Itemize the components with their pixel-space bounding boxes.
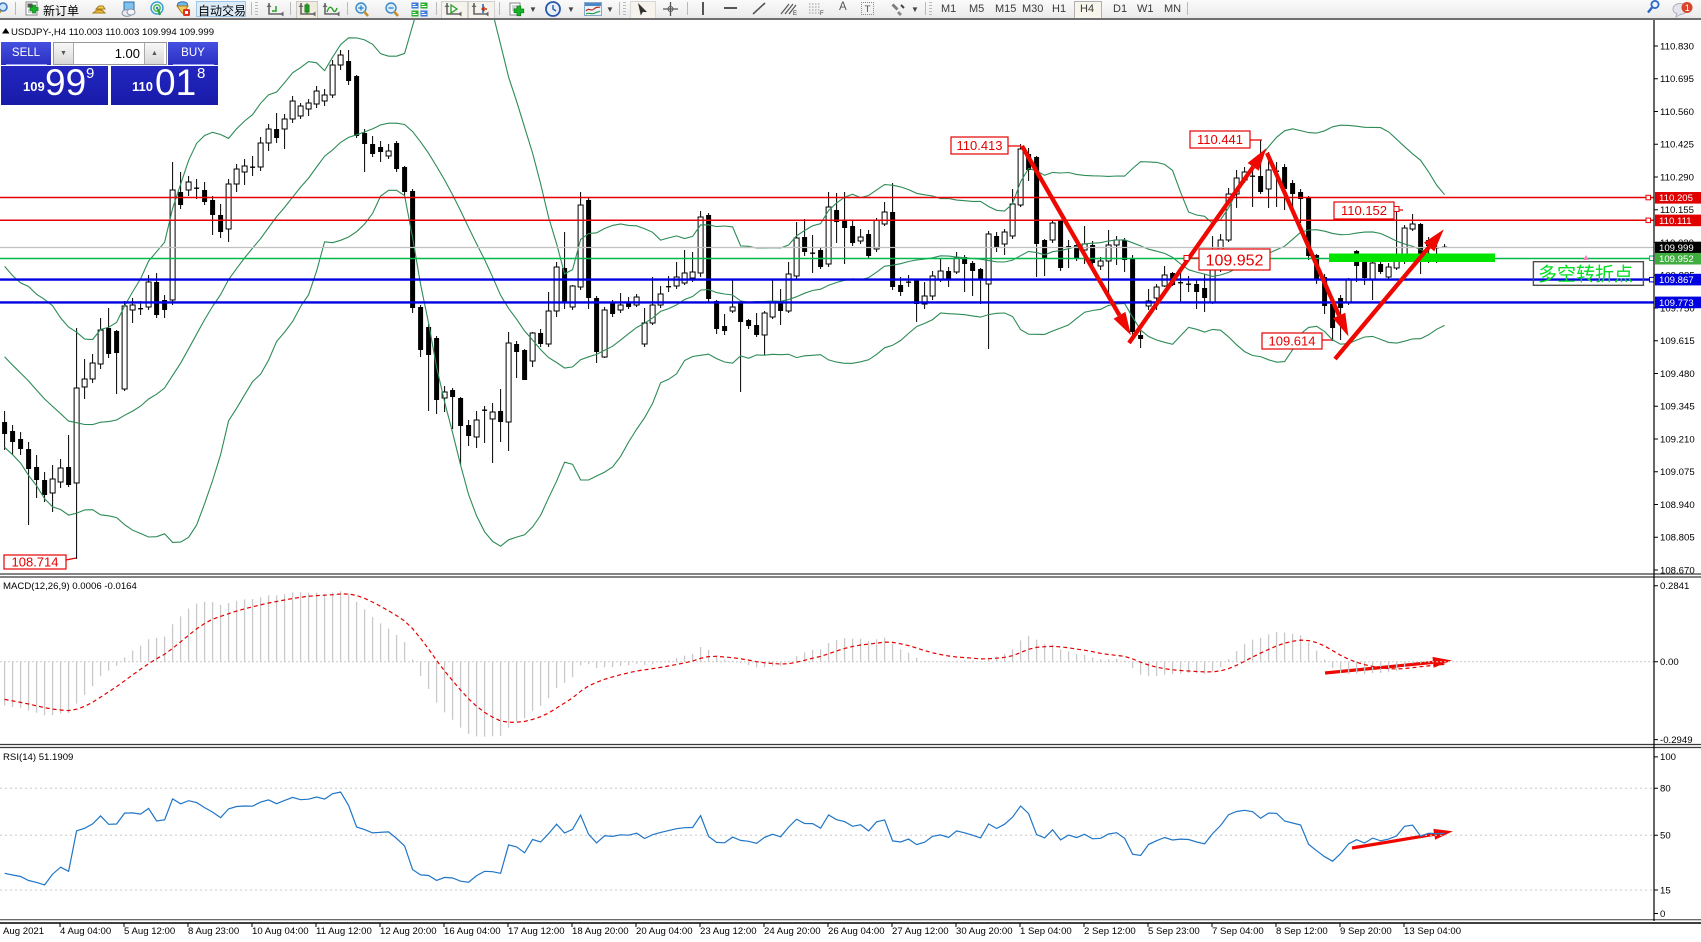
svg-text:109.075: 109.075 xyxy=(1660,467,1695,478)
svg-text:23 Aug 12:00: 23 Aug 12:00 xyxy=(700,926,757,937)
svg-text:109.999: 109.999 xyxy=(1659,243,1694,254)
svg-text:24 Aug 20:00: 24 Aug 20:00 xyxy=(764,926,821,937)
svg-text:18 Aug 20:00: 18 Aug 20:00 xyxy=(572,926,629,937)
svg-text:109.867: 109.867 xyxy=(1659,275,1694,286)
svg-text:E: E xyxy=(793,11,797,16)
svg-text:109.614: 109.614 xyxy=(1269,334,1316,349)
svg-text:108.670: 108.670 xyxy=(1660,565,1695,576)
svg-text:30 Aug 20:00: 30 Aug 20:00 xyxy=(956,926,1013,937)
svg-text:110.155: 110.155 xyxy=(1660,205,1694,216)
svg-text:109.750: 109.750 xyxy=(1660,303,1695,314)
svg-text:108.805: 108.805 xyxy=(1660,533,1695,544)
svg-text:F: F xyxy=(820,11,824,16)
svg-text:-0.2949: -0.2949 xyxy=(1660,735,1693,746)
svg-text:110.413: 110.413 xyxy=(956,138,1002,153)
svg-text:20 Aug 04:00: 20 Aug 04:00 xyxy=(636,926,693,937)
svg-text:109.480: 109.480 xyxy=(1660,369,1695,380)
svg-text:1: 1 xyxy=(1685,3,1690,13)
svg-text:0: 0 xyxy=(1660,909,1665,920)
svg-text:109.345: 109.345 xyxy=(1660,402,1695,413)
svg-text:8 Sep 12:00: 8 Sep 12:00 xyxy=(1276,926,1328,937)
svg-text:110.205: 110.205 xyxy=(1659,193,1693,204)
svg-text:10 Aug 04:00: 10 Aug 04:00 xyxy=(252,926,309,937)
svg-text:100: 100 xyxy=(1660,752,1676,763)
svg-text:16 Aug 04:00: 16 Aug 04:00 xyxy=(444,926,501,937)
svg-text:1 Sep 04:00: 1 Sep 04:00 xyxy=(1020,926,1072,937)
svg-text:8 Aug 23:00: 8 Aug 23:00 xyxy=(188,926,239,937)
svg-text:109.952: 109.952 xyxy=(1659,254,1694,265)
svg-text:110.152: 110.152 xyxy=(1341,203,1387,218)
svg-text:108.714: 108.714 xyxy=(12,555,59,570)
svg-text:RSI(14) 51.1909: RSI(14) 51.1909 xyxy=(3,752,73,763)
svg-text:110.830: 110.830 xyxy=(1660,41,1694,52)
svg-text:27 Aug 12:00: 27 Aug 12:00 xyxy=(892,926,949,937)
svg-text:Aug 2021: Aug 2021 xyxy=(3,926,44,937)
svg-text:12 Aug 20:00: 12 Aug 20:00 xyxy=(380,926,437,937)
svg-text:26 Aug 04:00: 26 Aug 04:00 xyxy=(828,926,885,937)
svg-text:11 Aug 12:00: 11 Aug 12:00 xyxy=(316,926,372,937)
svg-text:109.773: 109.773 xyxy=(1659,298,1694,309)
svg-text:多空转折点: 多空转折点 xyxy=(1538,264,1633,286)
svg-text:13 Sep 04:00: 13 Sep 04:00 xyxy=(1404,926,1461,937)
svg-text:80: 80 xyxy=(1660,784,1671,795)
svg-text:0.00: 0.00 xyxy=(1660,657,1679,668)
svg-text:5 Sep 23:00: 5 Sep 23:00 xyxy=(1148,926,1200,937)
svg-text:110.425: 110.425 xyxy=(1660,140,1694,151)
svg-text:110.290: 110.290 xyxy=(1660,172,1694,183)
svg-text:5 Aug 12:00: 5 Aug 12:00 xyxy=(124,926,175,937)
svg-text:0.2841: 0.2841 xyxy=(1660,581,1689,592)
svg-text:2 Sep 12:00: 2 Sep 12:00 xyxy=(1084,926,1136,937)
svg-text:109.952: 109.952 xyxy=(1206,252,1264,269)
svg-text:110.111: 110.111 xyxy=(1659,216,1692,227)
svg-text:7 Sep 04:00: 7 Sep 04:00 xyxy=(1212,926,1264,937)
svg-text:50: 50 xyxy=(1660,831,1671,842)
svg-text:110.695: 110.695 xyxy=(1660,74,1694,85)
svg-text:9 Sep 20:00: 9 Sep 20:00 xyxy=(1340,926,1392,937)
svg-text:17 Aug 12:00: 17 Aug 12:00 xyxy=(508,926,565,937)
svg-text:109.615: 109.615 xyxy=(1660,336,1695,347)
svg-text:110.560: 110.560 xyxy=(1660,107,1694,118)
svg-text:109.210: 109.210 xyxy=(1660,434,1695,445)
svg-text:15: 15 xyxy=(1660,886,1671,897)
svg-text:4 Aug 04:00: 4 Aug 04:00 xyxy=(60,926,111,937)
svg-text:USDJPY-,H4 110.003 110.003 10: USDJPY-,H4 110.003 110.003 109.994 109.9… xyxy=(11,27,214,38)
svg-text:MACD(12,26,9) 0.0006 -0.0164: MACD(12,26,9) 0.0006 -0.0164 xyxy=(3,581,138,592)
svg-text:110.441: 110.441 xyxy=(1197,132,1243,147)
svg-text:108.940: 108.940 xyxy=(1660,500,1695,511)
